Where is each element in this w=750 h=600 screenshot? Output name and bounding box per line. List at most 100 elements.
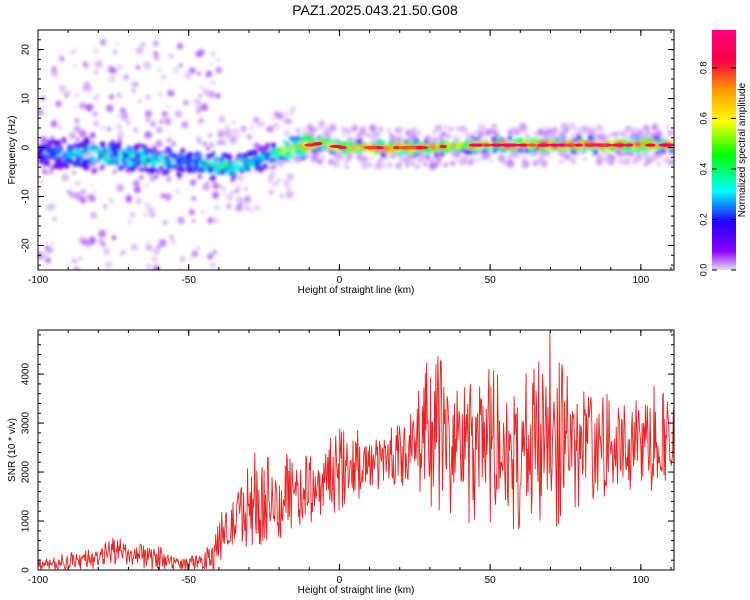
- heatmap-cell: [226, 194, 234, 201]
- heatmap-cell: [387, 161, 392, 166]
- heatmap-cell: [358, 128, 366, 136]
- heatmap-peak: [414, 146, 423, 150]
- heatmap-cell: [96, 158, 101, 163]
- heatmap-cell: [81, 144, 86, 148]
- heatmap-cell: [265, 127, 269, 131]
- heatmap-cell: [85, 149, 90, 154]
- heatmap-cell: [491, 137, 496, 142]
- heatmap-cell: [280, 151, 285, 155]
- heatmap-cell: [440, 141, 445, 146]
- y-tick-label: 4000: [21, 363, 32, 386]
- heatmap-cell: [166, 137, 173, 144]
- heatmap-cell: [431, 143, 436, 148]
- heatmap-cell: [175, 188, 181, 194]
- heatmap-peak: [403, 146, 417, 150]
- heatmap-cell: [248, 206, 254, 213]
- heatmap-cell: [88, 236, 97, 245]
- heatmap-cell: [129, 81, 136, 88]
- heatmap-cell: [217, 134, 222, 139]
- heatmap-cell: [138, 167, 144, 172]
- heatmap-peak: [508, 143, 519, 147]
- heatmap-cell: [79, 129, 87, 138]
- heatmap-cell: [103, 248, 111, 256]
- heatmap-cell: [532, 161, 537, 165]
- heatmap-cell: [209, 261, 217, 269]
- heatmap-cell: [133, 82, 139, 87]
- heatmap-cell: [99, 141, 106, 147]
- heatmap-cell: [404, 139, 409, 143]
- top-y-label: Frequency (Hz): [7, 116, 18, 185]
- x-tick-label: 0: [337, 275, 343, 286]
- heatmap-cell: [165, 164, 172, 170]
- chart-title: PAZ1.2025.043.21.50.G08: [292, 2, 458, 18]
- heatmap-cell: [80, 189, 86, 195]
- heatmap-cell: [205, 70, 213, 78]
- heatmap-cell: [132, 179, 140, 187]
- heatmap-cell: [635, 148, 641, 154]
- heatmap-peak: [574, 143, 583, 147]
- heatmap-cell: [474, 137, 479, 142]
- colorbar-ticks: 0.0 0.2 0.4 0.6 0.8: [698, 62, 736, 276]
- heatmap-cell: [53, 143, 59, 148]
- heatmap-cell: [633, 127, 638, 132]
- heatmap-cell: [207, 90, 216, 99]
- heatmap-cell: [42, 252, 49, 259]
- heatmap-cell: [372, 142, 376, 147]
- heatmap-cell: [333, 140, 338, 145]
- heatmap-cell: [93, 47, 100, 55]
- heatmap-cell: [188, 258, 192, 262]
- heatmap-cell: [302, 127, 306, 131]
- heatmap-cell: [537, 157, 543, 162]
- heatmap-cell: [146, 169, 151, 174]
- heatmap-cell: [78, 257, 82, 261]
- heatmap-cell: [194, 152, 200, 159]
- heatmap-cell: [85, 164, 89, 169]
- heatmap-cell: [356, 133, 361, 138]
- heatmap-cell: [267, 175, 274, 181]
- heatmap-cell: [38, 108, 44, 116]
- heatmap-cell: [54, 148, 58, 152]
- heatmap-cell: [336, 139, 340, 143]
- heatmap-cell: [461, 123, 466, 128]
- heatmap-cell: [380, 162, 387, 169]
- heatmap-cell: [426, 151, 431, 156]
- heatmap-cell: [456, 126, 462, 132]
- heatmap-cell: [192, 195, 196, 200]
- heatmap-cell: [172, 66, 180, 74]
- heatmap-cell: [121, 113, 129, 121]
- heatmap-cell: [414, 165, 419, 169]
- heatmap-cell: [538, 129, 544, 134]
- heatmap-cell: [455, 144, 462, 150]
- heatmap-cell: [171, 153, 178, 160]
- heatmap-cell: [212, 174, 216, 179]
- heatmap-cell: [455, 152, 460, 158]
- heatmap-cell: [65, 153, 70, 158]
- heatmap-cell: [616, 130, 620, 134]
- heatmap-cell: [57, 125, 63, 130]
- heatmap-cell: [578, 125, 587, 134]
- heatmap-cell: [163, 193, 172, 201]
- heatmap-cell: [489, 128, 496, 134]
- heatmap-cell: [117, 141, 122, 146]
- heatmap-cell: [75, 160, 82, 167]
- heatmap-cell: [547, 128, 554, 135]
- heatmap-cell: [491, 123, 498, 129]
- heatmap-cell: [246, 158, 251, 163]
- heatmap-cell: [158, 239, 167, 247]
- heatmap-cell: [229, 170, 236, 177]
- heatmap-cell: [377, 160, 381, 164]
- heatmap-cell: [227, 160, 232, 165]
- heatmap-cell: [158, 165, 162, 169]
- heatmap-cell: [226, 153, 233, 159]
- heatmap-cell: [351, 142, 355, 147]
- heatmap-cell: [370, 156, 374, 160]
- heatmap-cell: [317, 147, 322, 152]
- heatmap-cell: [206, 153, 212, 159]
- heatmap-cell: [146, 264, 152, 269]
- heatmap-cell: [221, 186, 227, 192]
- heatmap-cell: [52, 216, 57, 221]
- heatmap-cell: [254, 160, 261, 167]
- heatmap-cell: [207, 133, 213, 138]
- heatmap-cell: [91, 161, 95, 166]
- y-tick-label: 0: [21, 567, 32, 573]
